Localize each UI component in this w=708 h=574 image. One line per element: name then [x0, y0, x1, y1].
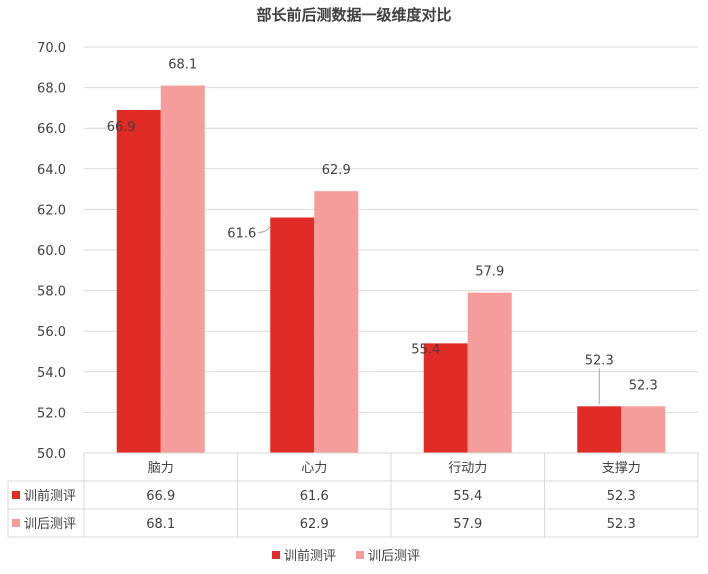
y-tick-label: 64.0	[37, 163, 66, 178]
table-series-name: 训后测评	[24, 517, 76, 532]
y-tick-label: 68.0	[37, 82, 66, 97]
table-cell: 62.9	[300, 517, 329, 532]
table-cell: 55.4	[453, 489, 482, 504]
legend-key	[272, 551, 280, 559]
data-label: 52.3	[629, 378, 658, 393]
legend-key	[356, 551, 364, 559]
y-tick-label: 60.0	[37, 244, 66, 259]
leader-line	[258, 226, 271, 234]
table-series-name: 训前测评	[24, 488, 76, 504]
bar	[621, 406, 666, 453]
table-cell: 57.9	[453, 517, 482, 532]
data-labels: 66.9 68.1 61.6 62.9 55.4 57.9 52.3 52.3	[107, 58, 658, 405]
chart-title: 部长前后测数据一级维度对比	[256, 6, 451, 24]
category-label: 心力	[301, 461, 327, 476]
category-label: 支撑力	[602, 461, 641, 476]
y-tick-label: 52.0	[37, 406, 66, 421]
category-label: 脑力	[148, 461, 174, 476]
bar	[467, 292, 512, 453]
bar	[160, 85, 205, 453]
legend-label: 训后测评	[368, 549, 420, 564]
data-label: 57.9	[475, 265, 504, 280]
data-label: 61.6	[227, 227, 256, 242]
data-label: 66.9	[107, 120, 136, 135]
legend-label: 训前测评	[284, 548, 336, 564]
table-cell: 61.6	[300, 489, 329, 504]
bar	[270, 217, 315, 453]
table-cell: 52.3	[607, 517, 636, 532]
y-tick-label: 56.0	[37, 325, 66, 340]
data-label: 62.9	[322, 163, 351, 178]
data-label: 52.3	[585, 353, 614, 368]
table-legend-key	[12, 519, 20, 527]
bar	[577, 406, 622, 453]
table-cell: 66.9	[146, 489, 175, 504]
y-tick-label: 70.0	[37, 41, 66, 56]
bar	[314, 191, 359, 453]
table-cell: 68.1	[146, 517, 175, 532]
table-cell: 52.3	[607, 489, 636, 504]
category-label: 行动力	[448, 461, 487, 476]
legend: 训前测评 训后测评	[272, 548, 420, 564]
data-label: 68.1	[168, 58, 197, 73]
y-tick-label: 54.0	[37, 366, 66, 381]
bar	[423, 343, 468, 453]
bar	[116, 109, 161, 454]
y-tick-label: 50.0	[37, 447, 66, 462]
data-label: 55.4	[411, 342, 440, 357]
y-tick-label: 66.0	[37, 122, 66, 137]
y-tick-label: 58.0	[37, 285, 66, 300]
y-axis: 50.0 52.0 54.0 56.0 58.0 60.0 62.0 64.0 66.0 68.0…	[37, 41, 66, 462]
bar-series	[116, 85, 666, 454]
y-tick-label: 62.0	[37, 203, 66, 218]
table-legend-key	[12, 491, 20, 499]
